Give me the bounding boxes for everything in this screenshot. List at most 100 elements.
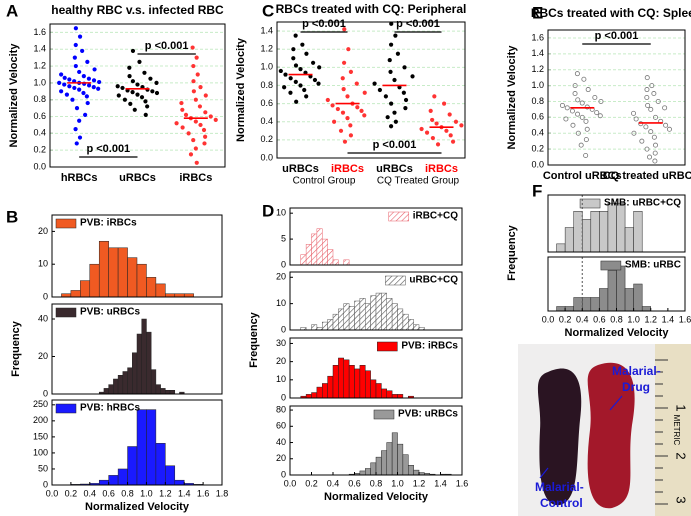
- legend-label: PVB: iRBCs: [80, 218, 137, 229]
- data-point: [362, 113, 367, 118]
- histogram-bar: [305, 244, 312, 266]
- data-point: [453, 119, 459, 124]
- data-point: [194, 55, 199, 60]
- photo: METRIC 1 2 3 Malarial- Drug Malarial- Co…: [518, 344, 691, 516]
- histogram-bar: [332, 259, 339, 266]
- data-point: [302, 87, 307, 93]
- data-point: [583, 137, 589, 143]
- ruler-label: METRIC: [672, 415, 681, 446]
- panel-letter: D: [262, 201, 274, 220]
- data-point: [183, 112, 189, 117]
- x-tick-label: CQ treated uRBCs: [603, 170, 691, 182]
- data-point: [73, 26, 78, 31]
- data-point: [294, 99, 299, 104]
- legend: SMB: uRBC: [600, 260, 681, 271]
- data-point: [194, 160, 199, 165]
- data-point: [179, 100, 184, 106]
- y-tick-label: 0: [281, 469, 286, 479]
- data-point: [300, 42, 305, 47]
- data-point: [448, 133, 453, 138]
- y-tick-label: 20: [276, 453, 286, 463]
- histogram-bar: [381, 292, 387, 331]
- histogram-bar: [80, 280, 91, 298]
- histogram-bar: [132, 352, 138, 395]
- y-tick-label: 0: [281, 259, 286, 269]
- legend: PVB: iRBCs: [377, 341, 458, 352]
- data-point: [392, 77, 397, 83]
- data-point: [74, 106, 80, 111]
- y-tick-label: 1.6: [531, 32, 544, 42]
- data-point: [574, 71, 580, 77]
- histogram-bar: [108, 247, 119, 298]
- data-point: [392, 110, 397, 115]
- y-tick-label: 1.2: [260, 44, 273, 54]
- data-point: [73, 127, 78, 132]
- y-tick-label: 0: [43, 479, 48, 489]
- x-tick-label: 0.2: [65, 488, 78, 498]
- y-tick-label: 0.0: [33, 161, 46, 171]
- y-axis-label: Normalized Velocity: [235, 37, 247, 142]
- data-point: [203, 93, 208, 98]
- histogram-bar: [381, 450, 387, 476]
- data-point: [317, 65, 322, 70]
- histogram-bar: [408, 319, 414, 331]
- data-point: [570, 122, 576, 128]
- data-point: [116, 93, 121, 98]
- x-tick-label: 1.4: [434, 478, 447, 488]
- data-point: [203, 110, 208, 115]
- legend-swatch: [579, 198, 601, 209]
- legend-label: SMB: uRBC+CQ: [604, 198, 681, 209]
- x-tick-label: iRBCs: [331, 163, 364, 175]
- x-tick-label: iRBCs: [179, 172, 212, 184]
- chart: 0 20 40 60 80 PVB: uRBCs 0.0 0.2 0.4 0.6 0.8 1.0 1.2…: [276, 404, 468, 502]
- data-point: [293, 33, 298, 38]
- legend: PVB: hRBCs: [55, 403, 140, 414]
- y-tick-label: 10: [276, 298, 286, 308]
- chart: 0 10 20 30 Frequency PVB: iRBCs: [248, 311, 463, 402]
- data-point: [85, 100, 90, 106]
- x-tick-label: 1.8: [216, 488, 229, 498]
- x-tick-label: Control uRBCs: [543, 170, 622, 182]
- data-point: [572, 83, 578, 89]
- ruler: [655, 344, 691, 516]
- data-point: [180, 107, 185, 112]
- data-point: [77, 69, 82, 75]
- histogram-bar: [413, 324, 420, 331]
- data-point: [348, 123, 353, 128]
- histogram-bar: [370, 462, 377, 476]
- histogram-bar: [165, 465, 176, 486]
- x-tick-label: 0.2: [305, 478, 318, 488]
- histogram-bar: [316, 386, 323, 399]
- histogram-bar: [365, 303, 371, 331]
- y-tick-label: 1.4: [33, 44, 46, 54]
- y-tick-label: 40: [276, 437, 286, 447]
- plot-frame: [51, 399, 223, 486]
- data-point: [73, 42, 78, 48]
- data-point: [631, 130, 637, 136]
- data-point: [359, 108, 364, 113]
- data-point: [203, 134, 208, 139]
- data-point: [348, 69, 354, 74]
- x-tick-label: 1.6: [679, 314, 691, 324]
- data-point: [130, 48, 136, 54]
- y-tick-label: 50: [38, 463, 48, 473]
- legend-label: PVB: iRBCs: [401, 341, 458, 352]
- data-point: [135, 92, 140, 97]
- legend-label: PVB: hRBCs: [80, 403, 140, 414]
- ruler-number: 1: [674, 404, 689, 411]
- data-point: [559, 102, 565, 108]
- x-tick-label: 0.0: [542, 314, 555, 324]
- data-point: [341, 86, 346, 92]
- data-point: [91, 78, 97, 83]
- data-point: [332, 119, 337, 124]
- x-tick-label: 1.4: [662, 314, 675, 324]
- data-point: [564, 105, 570, 111]
- plot-frame: [51, 214, 223, 298]
- data-point: [122, 97, 127, 102]
- data-point: [403, 106, 408, 111]
- data-point: [193, 97, 198, 102]
- histogram-bar: [316, 228, 323, 266]
- data-point: [387, 57, 392, 63]
- panel-letter: A: [6, 1, 18, 20]
- histogram-bar: [89, 263, 100, 298]
